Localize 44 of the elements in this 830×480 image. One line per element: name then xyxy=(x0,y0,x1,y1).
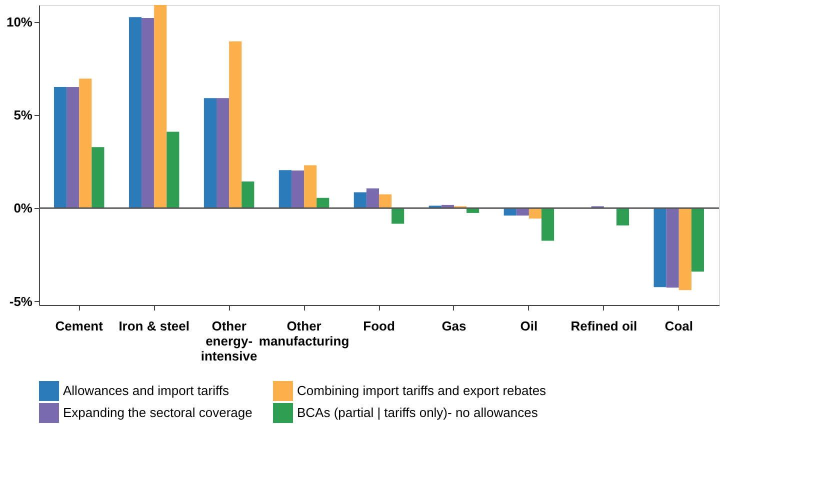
x-tick-label: Oil xyxy=(520,318,538,334)
bar xyxy=(316,198,330,208)
legend-label: Allowances and import tariffs xyxy=(63,383,230,398)
x-tick-label: Refined oil xyxy=(570,318,638,334)
x-tick-label: Coal xyxy=(664,318,693,334)
bar xyxy=(54,86,67,208)
x-tick-label: Cement xyxy=(55,318,104,334)
bar xyxy=(678,208,692,290)
x-tick-label: Iron & steel xyxy=(118,318,190,334)
legend-label: Combining import tariffs and export rebates xyxy=(297,383,547,398)
bar xyxy=(278,170,292,208)
bar xyxy=(616,208,630,226)
y-tick-label: 0% xyxy=(14,200,33,216)
x-tick-label: Other energy- intensive xyxy=(200,318,258,364)
y-tick-label: 10% xyxy=(6,14,33,30)
bar xyxy=(379,194,392,208)
bar xyxy=(291,170,304,208)
bar xyxy=(242,181,254,208)
bar xyxy=(304,165,317,208)
bar xyxy=(66,86,80,208)
y-tick-label: -5% xyxy=(9,294,33,309)
legend-label: BCAs (partial | tariffs only)- no allowances xyxy=(297,405,538,420)
bar xyxy=(542,208,554,241)
bar xyxy=(204,98,216,208)
bar xyxy=(392,208,404,224)
legend-label: Expanding the sectoral coverage xyxy=(63,405,252,420)
bar xyxy=(366,188,379,208)
bar xyxy=(691,208,704,272)
bar xyxy=(229,41,242,208)
x-tick-label: Other manufacturing xyxy=(258,318,350,348)
bar xyxy=(79,78,92,208)
bar xyxy=(142,18,154,208)
bar xyxy=(166,132,180,208)
bar xyxy=(128,17,142,208)
x-tick-label: Food xyxy=(363,318,395,334)
bar xyxy=(528,208,542,219)
bar xyxy=(154,5,167,208)
y-tick-label: 5% xyxy=(14,107,33,122)
bar xyxy=(92,147,104,208)
bar xyxy=(216,98,230,208)
bar xyxy=(654,208,666,288)
bar xyxy=(354,192,366,208)
bar xyxy=(666,208,679,288)
x-tick-label: Gas xyxy=(442,318,466,334)
